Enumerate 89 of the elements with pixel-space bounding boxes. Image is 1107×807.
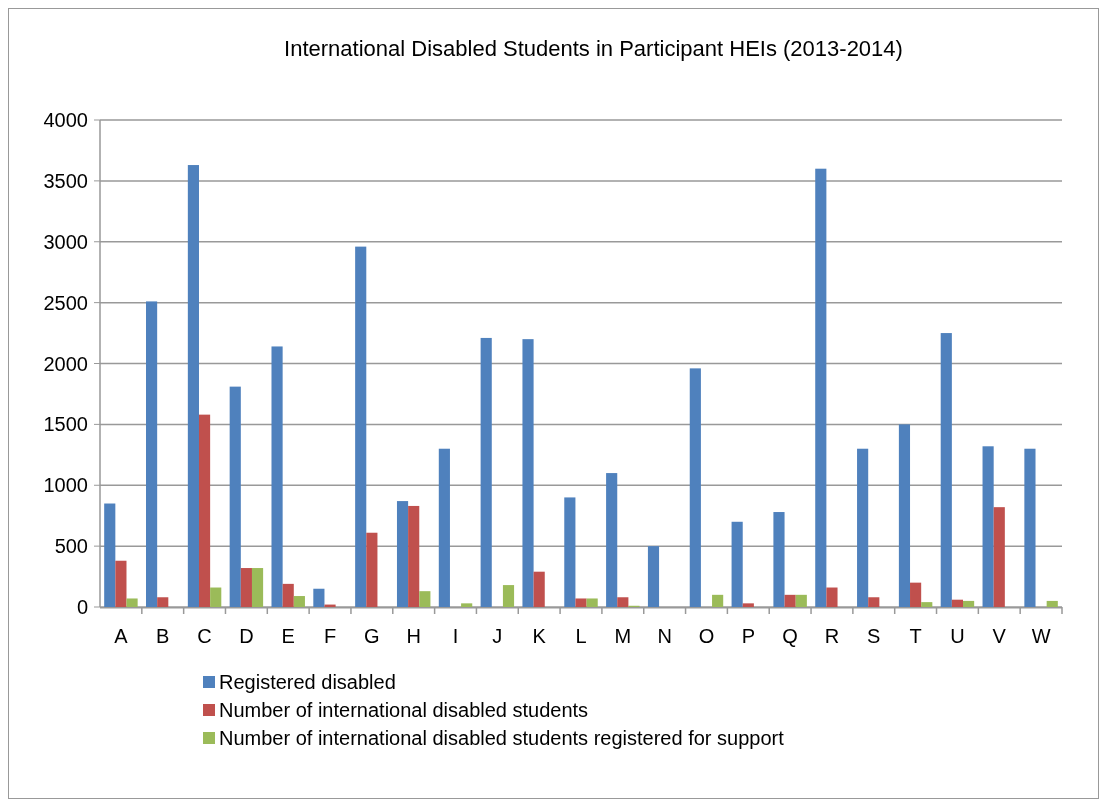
bar [198, 414, 211, 607]
x-tick-label: M [614, 625, 632, 647]
x-tick-label: B [156, 625, 170, 647]
bar [313, 588, 325, 607]
bar [408, 505, 420, 607]
bar [1046, 600, 1058, 607]
legend-label: Number of international disabled students [219, 699, 589, 721]
x-tick-label: D [239, 625, 254, 647]
x-tick-label: R [824, 625, 840, 647]
bar [795, 594, 807, 607]
y-tick-label: 3500 [43, 169, 88, 192]
x-tick-label: A [114, 625, 129, 647]
bar [564, 497, 576, 607]
bar [575, 598, 587, 607]
bar [742, 603, 754, 607]
x-tick-label: J [492, 625, 503, 647]
bar [366, 532, 378, 607]
bar [940, 333, 952, 607]
bar [271, 346, 283, 607]
x-tick-label: I [452, 625, 459, 647]
y-tick-label: 2500 [43, 291, 88, 314]
bar [502, 585, 515, 607]
bar [438, 448, 450, 607]
bar [126, 598, 138, 607]
bar [1024, 448, 1036, 607]
x-tick-label: T [909, 625, 922, 647]
bar [773, 512, 785, 607]
bar [187, 165, 199, 607]
bar [898, 424, 911, 607]
y-tick-label: 1000 [43, 474, 88, 497]
x-tick-label: Q [782, 625, 798, 647]
x-tick-label: L [575, 625, 587, 647]
bar [104, 503, 116, 607]
y-tick-label: 0 [76, 596, 88, 618]
x-tick-label: N [657, 625, 672, 647]
bar [689, 368, 701, 607]
x-tick-label: U [950, 625, 965, 647]
x-tick-label: E [281, 625, 295, 647]
x-tick-label: O [698, 625, 715, 647]
bar [784, 594, 796, 607]
bar [282, 583, 294, 607]
bar [251, 568, 264, 607]
x-tick-label: V [992, 625, 1007, 647]
bar [480, 337, 492, 607]
legend-label: Registered disabled [219, 671, 396, 693]
bar [982, 446, 994, 607]
bar [586, 598, 598, 607]
bar [355, 246, 367, 607]
bar [910, 582, 922, 607]
bar [815, 168, 827, 607]
bar [229, 386, 241, 607]
bar [240, 568, 252, 607]
legend-label: Number of international disabled students registered for support [219, 727, 785, 749]
y-tick-label: 4000 [43, 109, 88, 131]
x-tick-label: P [741, 625, 755, 647]
bar [921, 602, 933, 607]
bar [647, 546, 660, 607]
bar [157, 597, 169, 607]
bar [606, 473, 618, 607]
bar [396, 501, 409, 607]
bar [522, 339, 534, 607]
y-tick-label: 1500 [43, 413, 88, 436]
bar [419, 591, 431, 607]
bar [533, 571, 545, 607]
bar [868, 597, 880, 607]
bar [293, 596, 305, 607]
y-tick-label: 500 [54, 535, 88, 558]
bar [993, 507, 1005, 607]
bar [617, 597, 629, 607]
bar [210, 587, 222, 607]
bar [963, 600, 975, 607]
x-tick-label: G [364, 625, 380, 647]
bar [826, 587, 838, 607]
y-tick-label: 3000 [43, 230, 88, 253]
x-tick-label: C [197, 625, 212, 647]
x-tick-label: S [867, 625, 881, 647]
bar [731, 521, 743, 607]
x-tick-label: F [323, 625, 337, 647]
bar [146, 301, 158, 607]
x-tick-label: H [406, 625, 421, 647]
bar [857, 448, 869, 607]
bar [115, 560, 127, 607]
bar [461, 603, 473, 607]
x-tick-label: K [532, 625, 547, 647]
bar [712, 594, 724, 607]
bar [951, 599, 964, 607]
chart-title: International Disabled Students in Participant HEIs (2013-2014) [284, 36, 903, 61]
y-tick-label: 2000 [43, 352, 88, 375]
x-tick-label: W [1031, 625, 1051, 647]
